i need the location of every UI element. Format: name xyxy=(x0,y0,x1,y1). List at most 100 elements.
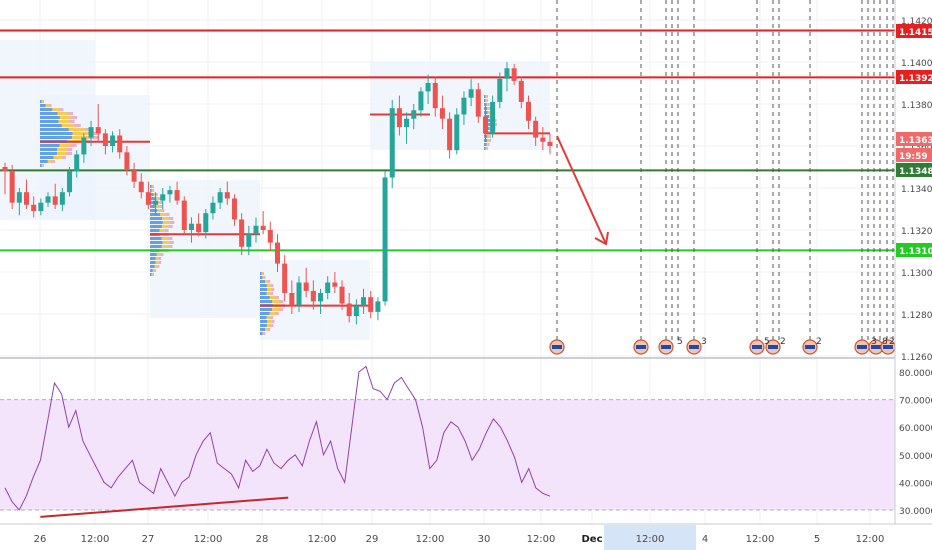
volume-profile-bar xyxy=(53,156,62,159)
volume-profile-bar xyxy=(161,237,169,240)
volume-profile-bar xyxy=(260,284,267,287)
candle-body xyxy=(110,135,116,146)
event-count-label: 3 xyxy=(701,337,707,347)
candle-body xyxy=(389,108,395,178)
candle-body xyxy=(404,118,410,128)
volume-profile-bar xyxy=(169,241,174,244)
volume-profile-bar xyxy=(150,209,158,212)
volume-profile-bar xyxy=(270,324,274,327)
volume-profile-bar xyxy=(484,147,486,150)
volume-profile-bar xyxy=(40,156,54,159)
volume-profile-bar xyxy=(275,296,279,299)
price-badge-label: 1.13633 xyxy=(899,136,932,146)
candle-body xyxy=(468,89,474,98)
candle-body xyxy=(454,114,460,151)
candle-body xyxy=(482,116,488,134)
time-tick-label: 29 xyxy=(366,534,379,545)
volume-profile-bar xyxy=(156,253,161,256)
volume-profile-bar xyxy=(152,269,155,272)
volume-profile-bar xyxy=(48,104,52,107)
volume-profile-bar xyxy=(73,124,81,127)
volume-profile-bar xyxy=(67,112,74,115)
candle-body xyxy=(332,282,338,287)
volume-profile-bar xyxy=(260,308,273,311)
volume-profile-bar xyxy=(275,312,279,315)
volume-profile-bar xyxy=(487,135,490,138)
event-flag-icon xyxy=(689,345,699,349)
candle-body xyxy=(38,202,44,212)
volume-profile-bar xyxy=(266,316,271,319)
volume-profile-bar xyxy=(154,265,158,268)
candle-body xyxy=(274,242,281,264)
candle-body xyxy=(188,223,194,230)
volume-profile-bar xyxy=(159,201,163,204)
volume-profile-bar xyxy=(265,280,268,283)
candle-body xyxy=(9,171,15,203)
volume-profile-bar xyxy=(278,300,284,303)
volume-profile-bar xyxy=(58,120,69,123)
volume-profile-bar xyxy=(266,324,271,327)
volume-profile-bar xyxy=(260,288,268,291)
volume-profile-bar xyxy=(154,269,157,272)
volume-profile-bar xyxy=(42,100,44,103)
time-axis[interactable]: 26 12:00 27 12:00 28 12:00 29 12:00 30 12:00 Dec 12… xyxy=(34,525,885,550)
candle-body xyxy=(396,108,402,128)
volume-profile-bar xyxy=(40,148,58,151)
candle-body xyxy=(361,297,367,306)
rsi-tick-label: 80.0000 xyxy=(899,369,932,379)
price-badge xyxy=(896,132,932,146)
volume-profile-bar xyxy=(150,261,156,264)
price-axis[interactable]: 1.142001.140001.138001.136001.134001.132… xyxy=(901,17,932,363)
candle-body xyxy=(81,137,87,155)
volume-profile-bar xyxy=(150,217,163,220)
volume-profile-bar xyxy=(486,143,488,146)
price-badge xyxy=(896,148,932,162)
volume-profile-bar xyxy=(150,241,163,244)
volume-profile-bar xyxy=(270,292,274,295)
volume-profile-bar xyxy=(155,257,159,260)
volume-profile-bar xyxy=(40,112,58,115)
candle-body xyxy=(260,225,266,230)
candle-body xyxy=(461,97,467,115)
volume-profile-bar xyxy=(40,100,42,103)
volume-profile-bar xyxy=(484,115,490,118)
volume-profile-bar xyxy=(155,193,158,196)
time-axis-highlight xyxy=(604,525,696,550)
volume-profile-bar xyxy=(265,328,268,331)
volume-profile-bar xyxy=(66,148,73,151)
volume-profile-bar xyxy=(150,213,161,216)
candle-body xyxy=(31,204,37,212)
volume-profile-bar xyxy=(59,144,71,147)
candle-body xyxy=(95,127,101,134)
volume-profile-bar xyxy=(150,221,163,224)
volume-profile-box xyxy=(370,62,550,150)
volume-profile-bar xyxy=(484,103,487,106)
time-tick-label: 12:00 xyxy=(194,534,223,545)
event-count-label: 3 xyxy=(871,337,877,347)
candle-body xyxy=(174,190,180,201)
volume-profile-bar xyxy=(68,128,85,131)
forecast-arrow-line xyxy=(556,135,607,245)
candle-body xyxy=(131,169,137,182)
rsi-axis[interactable]: 80.0000 70.0000 60.0000 50.0000 40.0000 30.00… xyxy=(899,369,932,517)
volume-profile-bar xyxy=(278,308,284,311)
volume-profile-bar xyxy=(271,320,275,323)
volume-profile-bar xyxy=(57,152,67,155)
volume-profile-bar xyxy=(59,108,64,111)
volume-profile-bar xyxy=(162,217,169,220)
candle-body xyxy=(167,190,173,195)
horizontal-levels xyxy=(0,29,895,252)
rsi-pane xyxy=(0,365,895,518)
price-tick-label: 1.14000 xyxy=(901,59,932,69)
volume-profile-bar xyxy=(169,221,175,224)
volume-profile-bar xyxy=(485,99,487,102)
time-tick-label: 12:00 xyxy=(856,534,885,545)
volume-profile-bar xyxy=(270,284,274,287)
event-flag-icon xyxy=(805,345,815,349)
price-badge-label: 1.14150 xyxy=(899,28,932,38)
volume-profile-bar xyxy=(161,209,165,212)
candle-body xyxy=(547,141,553,146)
candle-body xyxy=(203,213,209,233)
candle-body xyxy=(418,91,424,111)
